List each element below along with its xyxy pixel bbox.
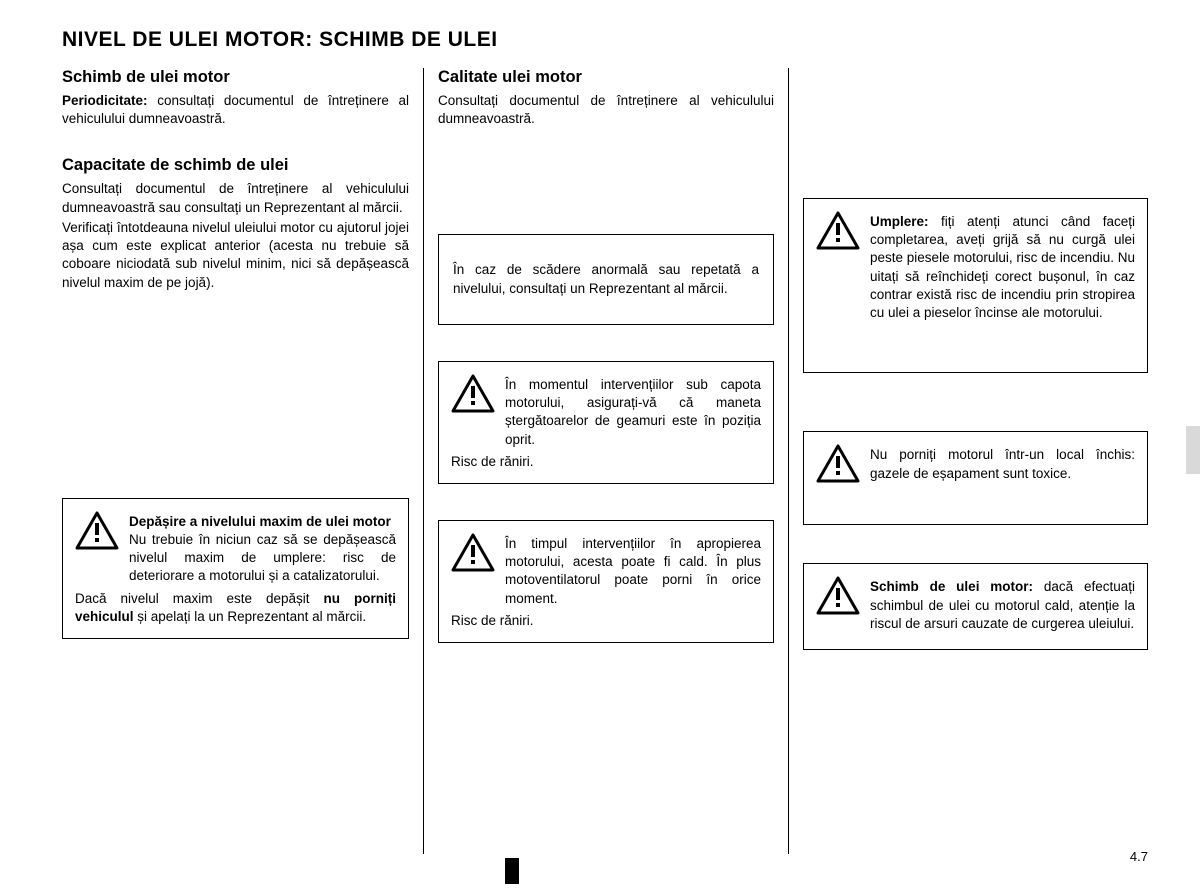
column-2: Calitate ulei motor Consultați documentu…: [423, 68, 788, 854]
warning-icon: [451, 374, 495, 414]
warning-box-hot-engine: În timpul intervențiilor în apropierea m…: [438, 520, 774, 643]
quality-text: Consultați documentul de întreținere al …: [438, 92, 774, 128]
heading-capacity: Capacitate de schimb de ulei: [62, 156, 409, 175]
capacity-p2: Verificați întotdeauna nivelul uleiului …: [62, 219, 409, 292]
warning-icon: [816, 444, 860, 484]
periodicity-label: Periodicitate:: [62, 93, 148, 108]
bottom-mark: [505, 858, 519, 884]
warning-box-filling: Umplere: fiți atenți atunci când faceți …: [803, 198, 1148, 373]
warning-heading: Depășire a nivelului maxim de ulei motor: [129, 513, 396, 531]
page-number: 4.7: [1130, 849, 1148, 864]
warn-hot-follow: Risc de răniri.: [451, 612, 761, 630]
warning-box-burn: Schimb de ulei motor: dacă efectuați sch…: [803, 563, 1148, 650]
warning-icon: [451, 533, 495, 573]
warn-enclosed-body: Nu porniți motorul într-un local închis:…: [870, 444, 1135, 482]
periodicity-paragraph: Periodicitate: consultați documentul de …: [62, 92, 409, 128]
warn-fill-body: fiți atenți atunci când faceți completar…: [870, 214, 1135, 320]
content-columns: Schimb de ulei motor Periodicitate: cons…: [58, 68, 1150, 854]
column-3: Umplere: fiți atenți atunci când faceți …: [788, 68, 1148, 854]
warn-abnormal-text: În caz de scădere anormală sau repetată …: [453, 262, 759, 295]
warn-fill-label: Umplere:: [870, 214, 929, 229]
warning-icon: [816, 576, 860, 616]
warn-burn-label: Schimb de ulei motor:: [870, 579, 1033, 594]
side-tab: [1186, 426, 1200, 474]
warning-body-start: Nu trebuie în niciun caz să se depășeasc…: [129, 531, 396, 586]
warn-hot-body: În timpul intervențiilor în apropierea m…: [505, 533, 761, 608]
warning-box-enclosed: Nu porniți motorul într-un local închis:…: [803, 431, 1148, 525]
column-1: Schimb de ulei motor Periodicitate: cons…: [58, 68, 423, 854]
warning-box-abnormal-drop: În caz de scădere anormală sau repetată …: [438, 234, 774, 324]
warning-icon: [816, 211, 860, 251]
heading-oil-change: Schimb de ulei motor: [62, 68, 409, 87]
warn-follow-pre: Dacă nivelul maxim este depășit: [75, 591, 324, 606]
warn-wiper-body: În momentul intervențiilor sub capota mo…: [505, 374, 761, 449]
warning-box-max-level: Depășire a nivelului maxim de ulei motor…: [62, 498, 409, 639]
capacity-p1: Consultați documentul de întreținere al …: [62, 180, 409, 216]
warning-box-wiper: În momentul intervențiilor sub capota mo…: [438, 361, 774, 484]
warning-icon: [75, 511, 119, 551]
heading-quality: Calitate ulei motor: [438, 68, 774, 87]
warning-follow: Dacă nivelul maxim este depășit nu porni…: [75, 590, 396, 626]
warn-follow-post: și apelați la un Reprezentant al mărcii.: [134, 609, 367, 624]
warn-wiper-follow: Risc de răniri.: [451, 453, 761, 471]
page-title: NIVEL DE ULEI MOTOR: SCHIMB DE ULEI: [62, 28, 1150, 52]
